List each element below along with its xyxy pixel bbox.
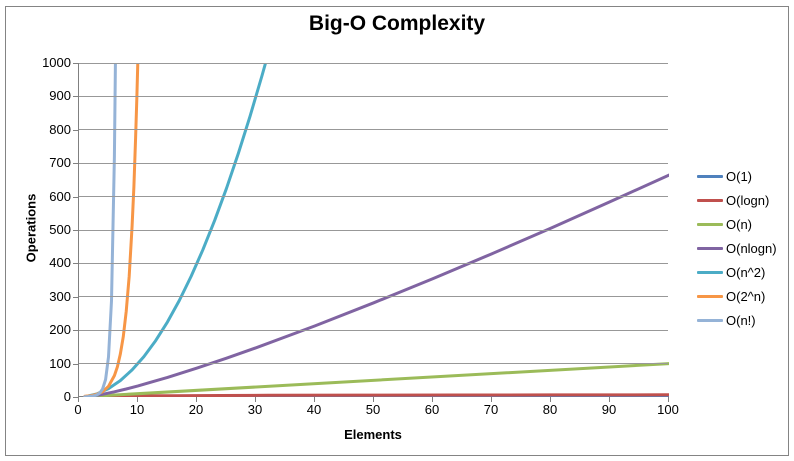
legend-label: O(2^n): [726, 288, 766, 304]
x-tick-label: 40: [306, 402, 322, 417]
chart-border: [5, 6, 789, 456]
x-tick-label: 70: [483, 402, 499, 417]
legend-swatch: [697, 294, 723, 298]
x-tick-mark: [196, 397, 197, 402]
y-tick-mark: [73, 363, 78, 365]
legend-swatch: [697, 246, 723, 250]
legend-label: O(n^2): [726, 264, 766, 280]
gridline: [79, 162, 668, 164]
y-tick-label: 100: [49, 355, 71, 371]
gridline: [79, 296, 668, 298]
legend-item: O(n^2): [697, 264, 777, 280]
gridline: [79, 329, 668, 331]
y-tick-label: 200: [49, 322, 71, 338]
y-tick-label: 600: [49, 188, 71, 204]
x-tick-mark: [550, 397, 551, 402]
x-tick-mark: [314, 397, 315, 402]
y-tick-label: 800: [49, 121, 71, 137]
y-tick-mark: [73, 96, 78, 98]
legend-item: O(n): [697, 216, 777, 232]
x-tick-mark: [255, 397, 256, 402]
series-line-O(n^2): [83, 63, 268, 397]
y-tick-label: 700: [49, 155, 71, 171]
y-tick-mark: [73, 263, 78, 265]
y-tick-mark: [73, 330, 78, 332]
x-tick-label: 50: [365, 402, 381, 417]
x-tick-label: 30: [247, 402, 263, 417]
y-tick-label: 900: [49, 88, 71, 104]
y-tick-label: 0: [63, 389, 71, 404]
gridline: [79, 95, 668, 97]
series-lines: [83, 63, 669, 397]
y-tick-mark: [73, 163, 78, 165]
series-line-O(nlogn): [83, 173, 669, 397]
legend-item: O(n!): [697, 312, 777, 328]
legend-swatch: [697, 174, 723, 178]
x-tick-label: 10: [129, 402, 145, 417]
x-tick-mark: [373, 397, 374, 402]
legend: O(1) O(logn) O(n) O(nlogn) O(n^2) O(2^n) O(n!): [697, 168, 777, 328]
y-tick-label: 400: [49, 255, 71, 271]
legend-item: O(2^n): [697, 288, 777, 304]
y-tick-mark: [73, 196, 78, 198]
gridline: [79, 129, 668, 131]
y-tick-label: 500: [49, 222, 71, 237]
gridline: [79, 262, 668, 264]
legend-label: O(n): [726, 216, 752, 232]
x-tick-mark: [609, 397, 610, 402]
legend-swatch: [697, 198, 723, 202]
y-tick-label: 300: [49, 288, 71, 304]
x-tick-mark: [432, 397, 433, 402]
gridline: [79, 62, 668, 64]
gridline: [79, 229, 668, 231]
legend-label: O(logn): [726, 192, 770, 208]
legend-swatch: [697, 222, 723, 226]
x-tick-label: 60: [424, 402, 440, 417]
series-line-O(n!): [83, 63, 117, 397]
x-tick-label: 90: [601, 402, 617, 417]
y-tick-label: 1000: [42, 55, 71, 70]
x-tick-mark: [137, 397, 138, 402]
y-tick-mark: [73, 230, 78, 231]
x-tick-mark: [78, 397, 79, 402]
y-tick-mark: [73, 129, 78, 131]
legend-label: O(1): [726, 168, 752, 184]
gridline: [79, 196, 668, 198]
x-tick-label: 20: [188, 402, 204, 417]
x-tick-label: 100: [657, 402, 679, 417]
y-tick-mark: [73, 63, 78, 64]
series-line-O(n): [83, 362, 669, 397]
x-tick-mark: [491, 397, 492, 402]
x-axis-title: Elements: [344, 427, 402, 442]
legend-label: O(n!): [726, 312, 756, 328]
legend-item: O(logn): [697, 192, 777, 208]
x-tick-label: 0: [74, 402, 82, 417]
plot-area: [78, 62, 669, 397]
x-tick-mark: [668, 397, 669, 402]
gridline: [79, 363, 668, 365]
y-tick-mark: [73, 296, 78, 298]
x-tick-label: 80: [542, 402, 558, 417]
legend-swatch: [697, 318, 723, 322]
legend-label: O(nlogn): [726, 240, 777, 256]
legend-item: O(nlogn): [697, 240, 777, 256]
legend-swatch: [697, 270, 723, 274]
y-tick-mark: [73, 397, 78, 398]
legend-item: O(1): [697, 168, 777, 184]
chart-title: Big-O Complexity: [308, 12, 486, 35]
